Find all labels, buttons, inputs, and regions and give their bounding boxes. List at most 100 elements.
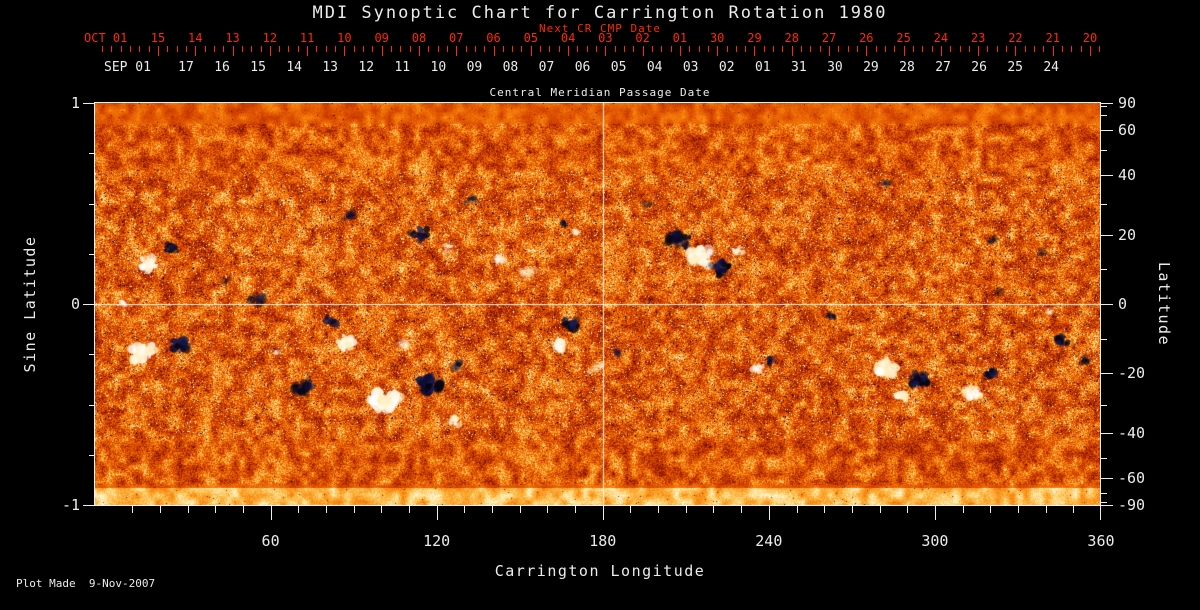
red-axis-minor-tick (1071, 46, 1073, 52)
white-axis-tick-label: 09 (466, 60, 483, 75)
sine-latitude-tick-label: -1 (61, 496, 80, 514)
red-axis-major-tick (418, 46, 420, 56)
longitude-minor-tick (1045, 506, 1047, 513)
white-axis-tick-label: 27 (935, 60, 951, 75)
red-axis-major-tick (568, 46, 570, 56)
longitude-minor-tick (796, 506, 798, 513)
red-axis-tick-label: 14 (188, 31, 203, 45)
red-axis-tick-label: 29 (747, 31, 762, 45)
red-axis-major-tick (605, 46, 607, 56)
red-axis-minor-tick (167, 46, 169, 52)
longitude-minor-tick (547, 506, 549, 513)
red-axis-minor-tick (1024, 46, 1026, 52)
white-axis-tick-label: 06 (574, 60, 591, 75)
red-axis-minor-tick (204, 46, 206, 52)
red-axis-minor-tick (996, 46, 998, 52)
red-axis-minor-tick (325, 46, 327, 52)
latitude-minor-tick (1101, 269, 1107, 271)
red-axis-minor-tick (1062, 46, 1064, 52)
red-axis-major-tick (940, 46, 942, 56)
longitude-minor-tick (298, 506, 300, 513)
longitude-major-tick (1100, 506, 1101, 520)
sine-latitude-minor-tick (89, 354, 95, 356)
white-axis-tick-label: 04 (646, 60, 663, 75)
red-axis-major-tick (1090, 46, 1091, 56)
red-axis-minor-tick (651, 46, 653, 52)
red-axis-minor-tick (959, 46, 961, 52)
red-axis-minor-tick (409, 46, 411, 52)
latitude-major-tick (1101, 174, 1113, 176)
longitude-minor-tick (824, 506, 826, 513)
latitude-minor-tick (1101, 404, 1107, 406)
red-axis-tick-label: 01 (672, 31, 688, 45)
longitude-major-tick (270, 506, 272, 520)
red-axis-minor-tick (968, 46, 970, 52)
red-axis-minor-tick (624, 46, 625, 52)
red-axis-tick-label: 20 (1082, 31, 1098, 45)
red-axis-tick-label: 05 (523, 31, 539, 45)
white-axis-tick-label: 03 (682, 60, 699, 75)
white-axis-tick-label: 05 (610, 60, 627, 75)
longitude-minor-tick (325, 506, 327, 513)
red-axis-minor-tick (801, 46, 803, 52)
longitude-minor-tick (879, 506, 881, 513)
red-axis-minor-tick (689, 46, 691, 52)
sine-latitude-minor-tick (89, 404, 95, 406)
central-meridian-passage-date-label: Central Meridian Passage Date (489, 86, 711, 99)
red-axis-minor-tick (241, 46, 243, 52)
red-axis-major-tick (232, 46, 234, 56)
latitude-tick-label: -60 (1118, 469, 1146, 488)
sine-latitude-tick-label: 0 (70, 295, 80, 313)
latitude-tick-label: -90 (1118, 496, 1146, 514)
red-axis-minor-tick (297, 46, 299, 52)
red-axis-minor-tick (484, 46, 486, 52)
red-axis-minor-tick (1034, 46, 1036, 52)
red-axis-major-tick (978, 46, 980, 56)
red-axis-minor-tick (847, 46, 849, 52)
red-axis-minor-tick (884, 46, 886, 52)
longitude-minor-tick (1073, 506, 1075, 513)
longitude-minor-tick (159, 506, 161, 513)
latitude-tick-label: 40 (1118, 165, 1137, 184)
red-axis-minor-tick (1099, 46, 1101, 52)
white-axis-tick-label: 08 (502, 60, 519, 75)
longitude-tick-label: 60 (261, 532, 280, 550)
latitude-major-tick (1101, 235, 1113, 237)
latitude-tick-label: 90 (1118, 94, 1137, 112)
sine-latitude-major-tick (83, 304, 95, 305)
red-axis-minor-tick (912, 46, 914, 52)
red-axis-tick-label: 27 (821, 31, 837, 45)
longitude-tick-label: 360 (1087, 532, 1115, 550)
red-axis-month-label: OCT 01 (84, 31, 128, 45)
longitude-major-tick (436, 506, 438, 520)
red-axis-tick-label: 10 (337, 31, 352, 45)
red-axis-minor-tick (549, 46, 551, 52)
red-axis-minor-tick (400, 46, 402, 52)
red-axis-minor-tick (875, 46, 877, 52)
red-axis-minor-tick (894, 46, 896, 52)
white-axis-tick-label: 02 (718, 60, 735, 75)
red-axis-tick-label: 21 (1045, 31, 1060, 45)
latitude-tick-label: 60 (1118, 120, 1137, 139)
longitude-minor-tick (242, 506, 244, 513)
sine-latitude-major-tick (83, 505, 95, 506)
sine-latitude-minor-tick (89, 454, 95, 456)
latitude-major-tick (1101, 478, 1113, 480)
red-axis-tick-label: 06 (486, 31, 501, 45)
red-axis-minor-tick (763, 46, 765, 52)
longitude-minor-tick (408, 506, 410, 513)
latitude-minor-tick (1101, 115, 1107, 117)
red-axis-minor-tick (446, 46, 448, 52)
sine-latitude-minor-tick (89, 203, 95, 205)
red-axis-minor-tick (279, 46, 281, 52)
red-axis-minor-tick (139, 46, 141, 52)
red-axis-major-tick (195, 46, 197, 56)
longitude-minor-tick (741, 506, 743, 513)
red-axis-minor-tick (586, 46, 588, 52)
red-axis-tick-label: 30 (709, 31, 725, 45)
red-axis-minor-tick (745, 46, 747, 52)
red-axis-minor-tick (810, 46, 812, 52)
latitude-minor-tick (1101, 106, 1107, 108)
red-axis-major-tick (866, 46, 868, 56)
sine-latitude-tick-label: 1 (70, 94, 80, 112)
